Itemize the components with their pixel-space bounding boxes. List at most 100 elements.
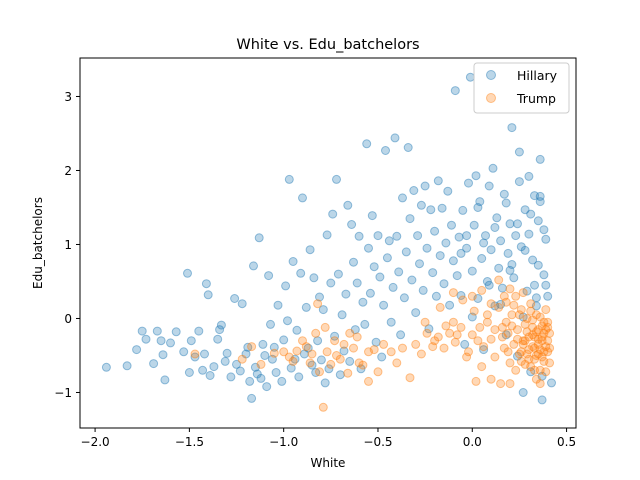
point-hillary-200	[507, 260, 517, 269]
point-trump-32	[428, 342, 438, 352]
point-hillary-157	[475, 197, 485, 207]
point-trump-45	[490, 352, 500, 362]
point-trump-144	[533, 349, 543, 359]
point-hillary-11	[171, 327, 181, 337]
point-hillary-140	[443, 186, 453, 196]
point-hillary-44	[260, 351, 270, 360]
point-hillary-65	[301, 302, 311, 312]
point-hillary-190	[537, 395, 547, 405]
point-hillary-58	[288, 257, 298, 266]
point-hillary-130	[424, 324, 434, 334]
point-hillary-156	[473, 294, 483, 303]
point-hillary-32	[235, 366, 245, 376]
point-hillary-174	[507, 123, 517, 133]
point-hillary-213	[520, 245, 530, 255]
point-hillary-193	[543, 291, 553, 301]
point-trump-63	[526, 299, 536, 309]
point-hillary-81	[332, 174, 341, 184]
point-hillary-16	[190, 352, 200, 362]
point-trump-138	[288, 356, 298, 366]
point-hillary-148	[458, 205, 468, 215]
point-hillary-183	[524, 229, 534, 239]
point-hillary-76	[322, 230, 332, 240]
point-hillary-121	[407, 275, 417, 285]
point-hillary-154	[469, 220, 479, 230]
point-hillary-118	[401, 247, 411, 257]
point-hillary-37	[247, 393, 257, 403]
point-trump-13	[326, 359, 336, 369]
point-hillary-19	[200, 349, 209, 359]
point-trump-27	[398, 343, 407, 353]
point-hillary-150	[462, 243, 472, 253]
point-hillary-60	[292, 325, 302, 335]
point-hillary-144	[450, 86, 460, 96]
point-hillary-20	[201, 279, 211, 289]
point-hillary-89	[347, 220, 357, 229]
point-hillary-199	[513, 219, 522, 229]
point-trump-2	[247, 342, 257, 352]
point-hillary-136	[435, 251, 445, 261]
point-trump-61	[522, 314, 532, 323]
y-tick-label-2: 1	[64, 238, 72, 252]
point-hillary-63	[298, 193, 307, 203]
point-trump-110	[505, 284, 515, 294]
legend-marker-trump	[486, 93, 496, 103]
point-hillary-54	[281, 281, 291, 291]
point-hillary-115	[396, 330, 406, 340]
point-trump-69	[537, 321, 547, 331]
point-hillary-134	[431, 291, 441, 301]
point-hillary-57	[286, 363, 296, 373]
point-hillary-86	[341, 289, 351, 299]
point-trump-143	[535, 379, 545, 389]
point-hillary-33	[237, 299, 247, 309]
point-hillary-137	[437, 203, 447, 213]
point-hillary-158	[477, 254, 487, 263]
point-trump-40	[471, 376, 481, 386]
point-trump-17	[343, 368, 353, 378]
point-hillary-43	[258, 339, 268, 349]
point-trump-152	[486, 374, 496, 384]
point-hillary-135	[433, 176, 443, 186]
point-trump-25	[386, 347, 396, 357]
point-hillary-111	[388, 282, 398, 292]
point-trump-130	[364, 347, 373, 357]
point-trump-124	[452, 330, 462, 340]
point-hillary-204	[484, 280, 494, 290]
point-trump-24	[379, 339, 389, 349]
point-hillary-112	[390, 133, 400, 143]
point-hillary-122	[409, 186, 419, 195]
point-trump-43	[482, 310, 492, 320]
point-hillary-189	[535, 154, 545, 164]
point-trump-20	[358, 360, 368, 370]
point-hillary-79	[328, 209, 338, 219]
point-hillary-67	[305, 245, 315, 255]
point-trump-35	[445, 328, 455, 338]
point-hillary-192	[541, 234, 551, 244]
point-hillary-38	[249, 261, 258, 271]
point-hillary-77	[324, 364, 334, 374]
point-hillary-22	[205, 371, 215, 380]
point-hillary-49	[269, 342, 279, 352]
point-hillary-163	[486, 245, 496, 255]
point-trump-59	[518, 336, 528, 346]
point-hillary-211	[533, 260, 543, 270]
point-hillary-186	[530, 191, 539, 201]
point-hillary-101	[369, 262, 379, 272]
point-hillary-78	[326, 278, 336, 288]
point-trump-28	[405, 373, 415, 383]
point-trump-129	[420, 317, 430, 327]
point-trump-117	[486, 299, 496, 309]
point-trump-141	[539, 356, 549, 366]
point-hillary-143	[448, 256, 458, 266]
point-hillary-98	[364, 243, 373, 253]
point-hillary-194	[547, 378, 556, 388]
point-trump-80	[531, 374, 541, 384]
point-trump-116	[490, 325, 500, 335]
point-hillary-208	[462, 231, 472, 241]
point-trump-67	[533, 339, 543, 349]
point-trump-75	[541, 342, 551, 352]
x-tick-label-1: −1.5	[175, 435, 204, 449]
point-trump-78	[535, 312, 545, 322]
point-trump-114	[497, 332, 507, 342]
point-hillary-46	[264, 271, 274, 281]
